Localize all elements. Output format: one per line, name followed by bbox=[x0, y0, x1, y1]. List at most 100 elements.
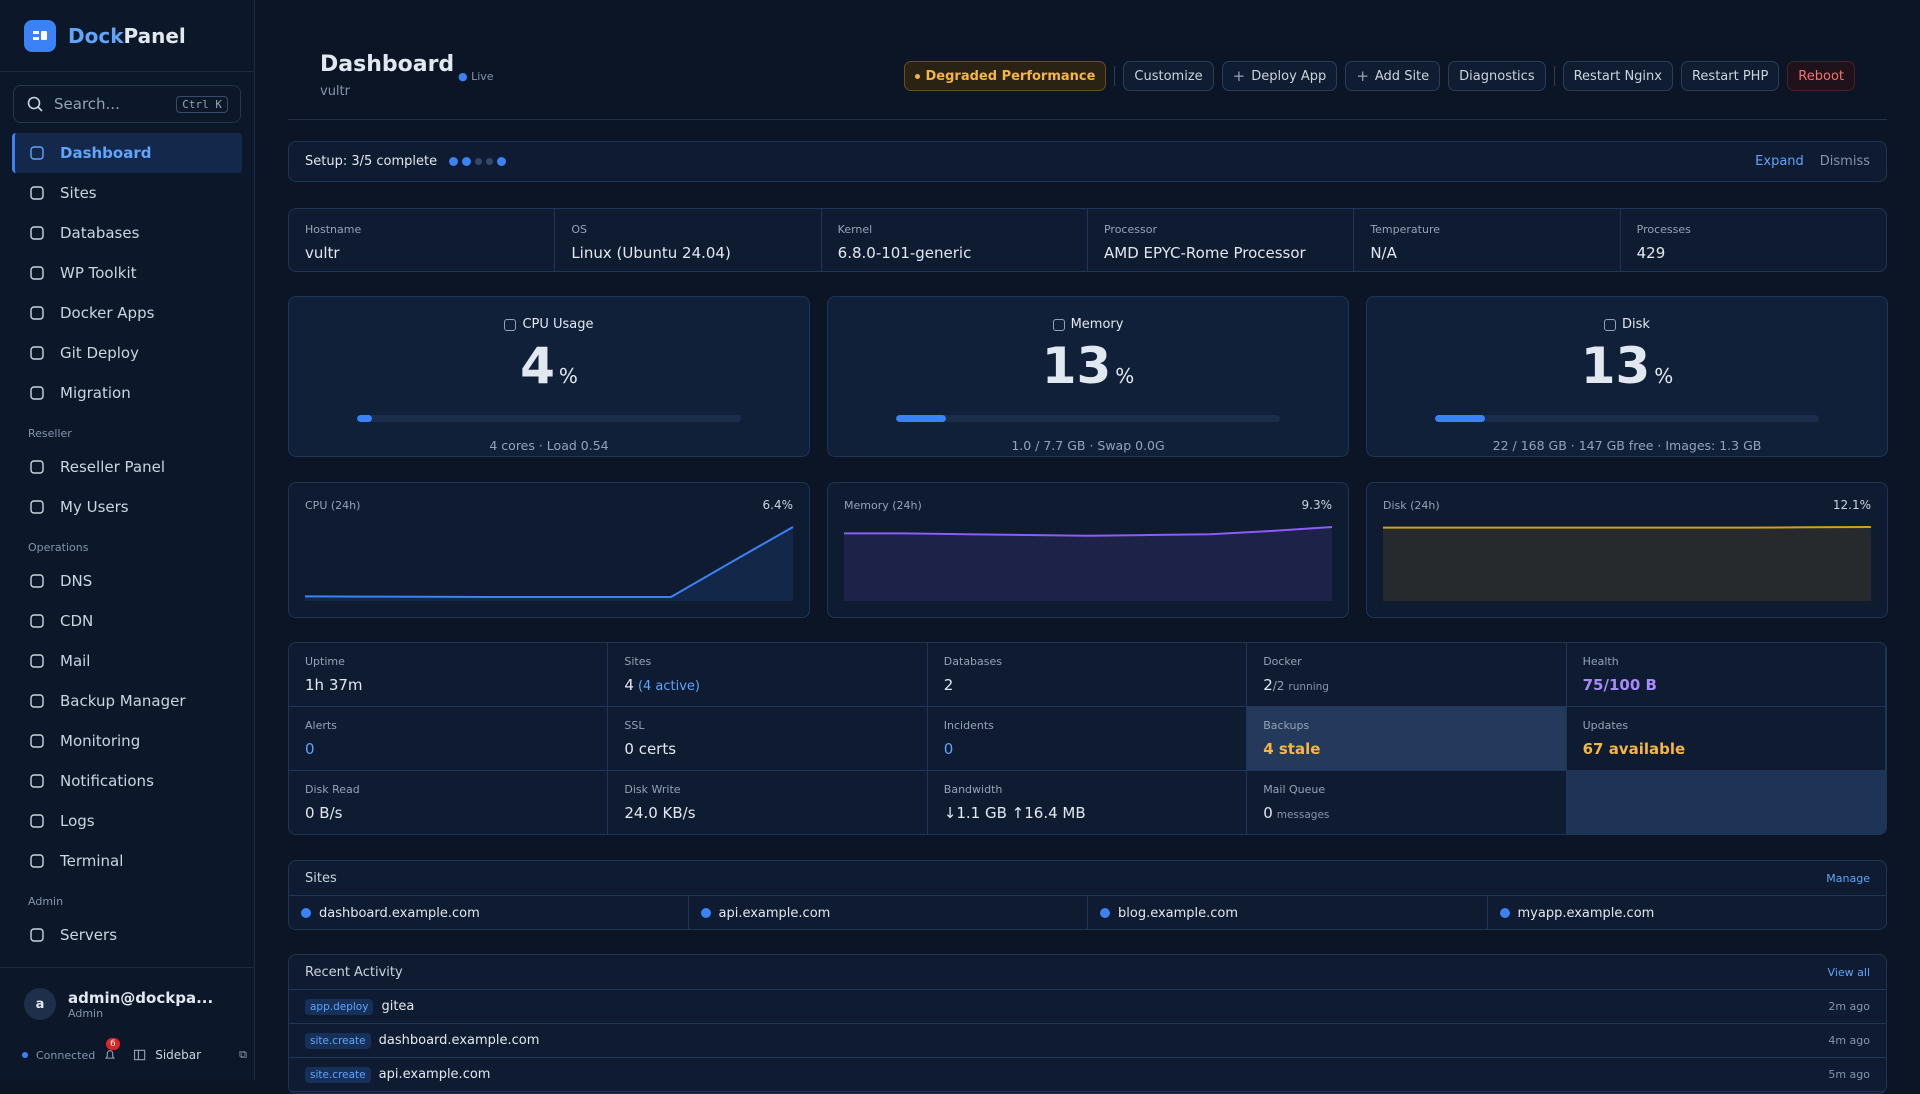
nav-item[interactable]: Git Deploy bbox=[12, 333, 242, 373]
nav-item[interactable]: Logs bbox=[12, 801, 242, 841]
nav-item[interactable]: Monitoring bbox=[12, 721, 242, 761]
bell-icon[interactable] bbox=[103, 1046, 117, 1064]
stat-value: 0 bbox=[305, 740, 591, 758]
manage-link[interactable]: Manage bbox=[1826, 871, 1870, 885]
setup-bar: Setup: 3/5 complete Expand Dismiss bbox=[288, 141, 1887, 182]
sidebar-toggle[interactable]: Sidebar bbox=[155, 1048, 202, 1062]
site-item[interactable]: dashboard.example.com bbox=[289, 896, 689, 930]
collapse-icon[interactable]: ⧉ bbox=[239, 1048, 247, 1061]
stat-value-text: 2 bbox=[943, 676, 954, 694]
action-button[interactable]: Diagnostics bbox=[1448, 61, 1546, 91]
stat-value: 0 bbox=[944, 740, 1230, 758]
activity-row[interactable]: site.create dashboard.example.com 4m ago bbox=[289, 1024, 1886, 1058]
gauge-number: 13 bbox=[1580, 337, 1651, 395]
search-box[interactable]: Search... Ctrl K bbox=[13, 85, 241, 123]
nav-label: Sites bbox=[60, 184, 97, 202]
actions: Degraded Performance Customize + Deploy App… bbox=[903, 61, 1855, 91]
nav-icon bbox=[30, 694, 44, 708]
nav-item[interactable]: Mail bbox=[12, 641, 242, 681]
info-label: Hostname bbox=[305, 223, 362, 236]
nav-item[interactable]: Terminal bbox=[12, 841, 242, 881]
stat-value-text: 67 available bbox=[1582, 740, 1686, 758]
user-info: admin@dockpa... Admin bbox=[68, 989, 213, 1020]
nav-label: Dashboard bbox=[60, 144, 152, 162]
logo bbox=[24, 19, 56, 52]
nav-item[interactable]: WP Toolkit bbox=[12, 253, 242, 293]
stat-label: Incidents bbox=[943, 719, 994, 732]
nav-icon bbox=[30, 460, 44, 474]
nav-item[interactable]: Dashboard bbox=[12, 133, 242, 173]
site-item[interactable]: blog.example.com bbox=[1088, 896, 1488, 930]
gauge-card: Memory 13% 1.0 / 7.7 GB · Swap 0.0G bbox=[827, 296, 1349, 457]
icon-shape bbox=[30, 814, 44, 828]
nav-item[interactable]: Backup Manager bbox=[12, 681, 242, 721]
gauge-detail: 22 / 168 GB · 147 GB free · Images: 1.3 … bbox=[1492, 438, 1762, 453]
nav-item[interactable]: My Users bbox=[12, 487, 242, 527]
dismiss-link[interactable]: Dismiss bbox=[1819, 154, 1870, 169]
activity-row[interactable]: app.deploy gitea 2m ago bbox=[289, 990, 1886, 1024]
nav-label: Notifications bbox=[60, 772, 154, 790]
stats-grid: Uptime 1h 37m Sites 4 (4 active) Databases 2 Do… bbox=[288, 642, 1887, 835]
stat-value-text: 0 B/s bbox=[305, 804, 343, 822]
stat-cell: Bandwidth ↓1.1 GB ↑16.4 MB bbox=[928, 771, 1248, 834]
notification-badge: 6 bbox=[106, 1038, 120, 1050]
nav-item[interactable]: Sites bbox=[12, 173, 242, 213]
info-value: 429 bbox=[1636, 244, 1666, 262]
gauge-track bbox=[1435, 415, 1819, 422]
icon-shape bbox=[30, 266, 44, 280]
nav-label: Monitoring bbox=[60, 732, 141, 750]
info-value: vultr bbox=[305, 244, 340, 262]
brand[interactable]: DockPanel bbox=[0, 0, 254, 72]
action-button[interactable]: Reboot bbox=[1787, 61, 1855, 91]
stat-value-text: 24.0 KB/s bbox=[624, 804, 696, 822]
icon-shape bbox=[30, 386, 44, 400]
icon-shape bbox=[30, 734, 44, 748]
stat-value: 1h 37m bbox=[305, 676, 591, 694]
action-button[interactable]: Restart PHP bbox=[1680, 61, 1780, 91]
nav-label: Terminal bbox=[60, 852, 124, 870]
setup-step bbox=[449, 157, 459, 166]
site-item[interactable]: api.example.com bbox=[689, 896, 1088, 930]
action-button[interactable]: Restart Nginx bbox=[1562, 61, 1673, 91]
site-item[interactable]: myapp.example.com bbox=[1488, 896, 1887, 930]
separator bbox=[1114, 66, 1116, 86]
activity-time: 2m ago bbox=[1828, 1000, 1870, 1013]
logo-icon bbox=[33, 30, 47, 40]
gauge-unit: % bbox=[558, 364, 578, 388]
search-icon bbox=[27, 96, 43, 112]
user-row[interactable]: a admin@dockpa... Admin bbox=[0, 968, 254, 1020]
action-button[interactable]: Customize bbox=[1123, 61, 1214, 91]
stat-value-text: 4 bbox=[624, 676, 634, 694]
action-button[interactable]: + Add Site bbox=[1345, 61, 1441, 91]
nav: Dashboard Sites Databases WP Toolkit Docker … bbox=[0, 133, 254, 953]
nav-item[interactable]: CDN bbox=[12, 601, 242, 641]
nav-icon bbox=[30, 928, 44, 942]
nav-label: WP Toolkit bbox=[60, 264, 137, 282]
nav-item[interactable]: Docker Apps bbox=[12, 293, 242, 333]
nav-item[interactable]: Reseller Panel bbox=[12, 447, 242, 487]
nav-icon bbox=[30, 500, 44, 514]
nav-icon bbox=[30, 774, 44, 788]
nav-item[interactable]: Notifications bbox=[12, 761, 242, 801]
sidebar-icon bbox=[134, 1049, 146, 1061]
icon-shape bbox=[30, 694, 44, 708]
spark-area bbox=[305, 527, 793, 601]
nav-item[interactable]: DNS bbox=[12, 561, 242, 601]
icon-shape bbox=[30, 146, 44, 160]
nav-item[interactable]: Servers bbox=[12, 915, 242, 953]
expand-link[interactable]: Expand bbox=[1755, 154, 1804, 169]
gauge-title: Memory bbox=[828, 317, 1348, 332]
view-all-link[interactable]: View all bbox=[1827, 965, 1870, 979]
nav-label: Migration bbox=[60, 384, 131, 402]
spark-card: CPU (24h) 6.4% bbox=[288, 482, 810, 618]
nav-item[interactable]: Migration bbox=[12, 373, 242, 413]
brand-part: Panel bbox=[123, 23, 186, 48]
activity-row[interactable]: site.create api.example.com 5m ago bbox=[289, 1058, 1886, 1092]
plus-icon: + bbox=[1356, 66, 1369, 85]
info-cell: Hostname vultr bbox=[289, 209, 556, 271]
nav-item[interactable]: Databases bbox=[12, 213, 242, 253]
info-cell: Kernel 6.8.0-101-generic bbox=[822, 209, 1088, 271]
action-button[interactable]: + Deploy App bbox=[1221, 61, 1338, 91]
stat-value-text: 0 bbox=[305, 740, 315, 758]
action-button[interactable]: Degraded Performance bbox=[903, 61, 1107, 91]
